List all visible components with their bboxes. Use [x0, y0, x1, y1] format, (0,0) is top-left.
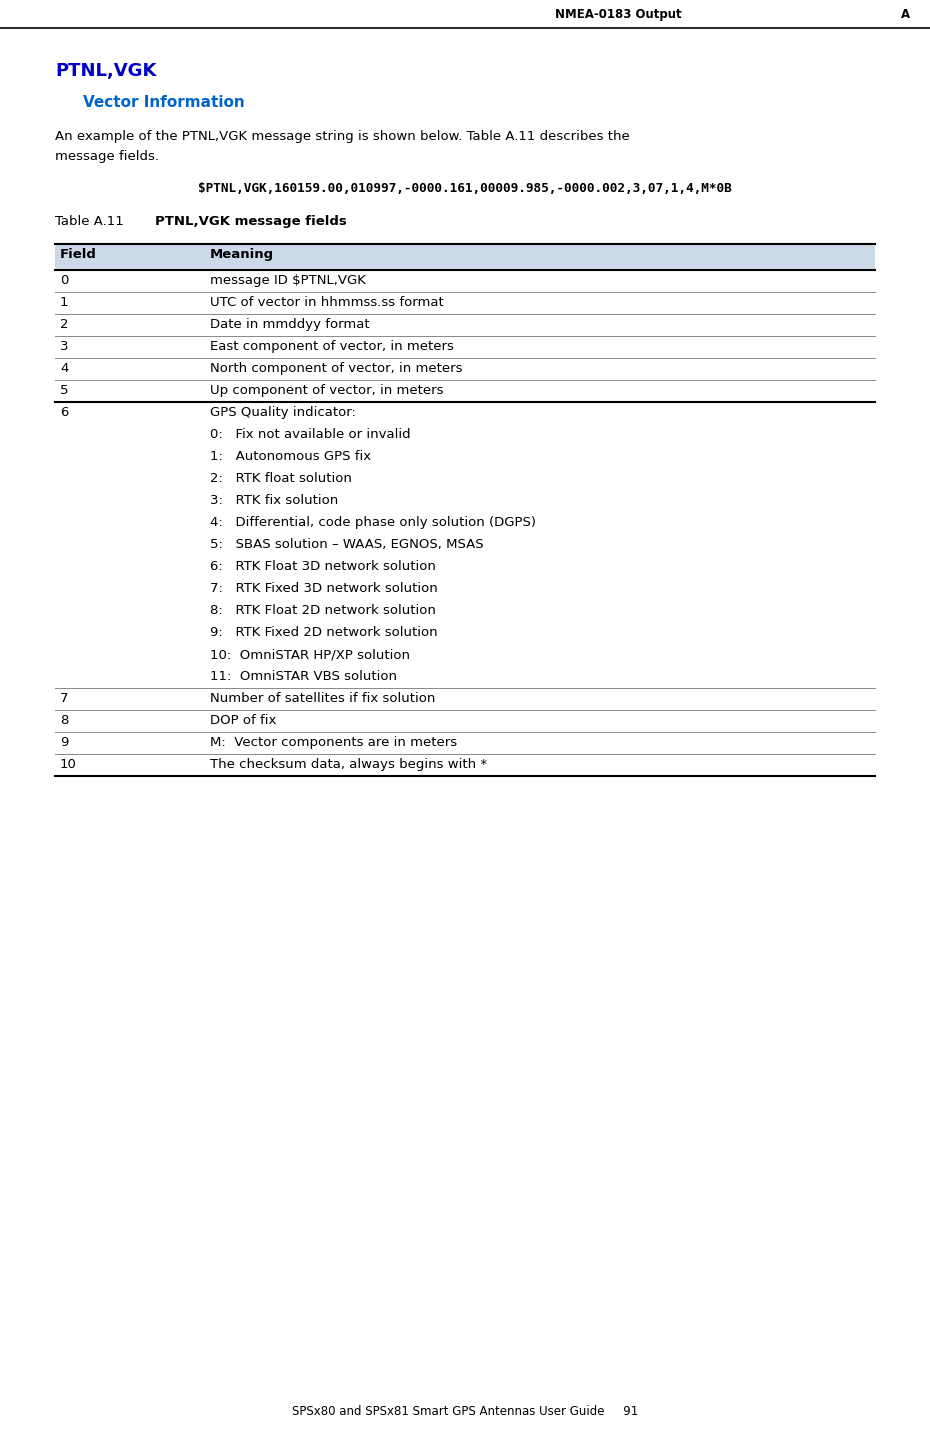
Text: 8:   RTK Float 2D network solution: 8: RTK Float 2D network solution: [210, 603, 436, 616]
Text: 9:   RTK Fixed 2D network solution: 9: RTK Fixed 2D network solution: [210, 626, 438, 639]
Text: 1: 1: [60, 296, 69, 309]
Text: Number of satellites if fix solution: Number of satellites if fix solution: [210, 692, 435, 705]
Text: An example of the PTNL,VGK message string is shown below. Table A.11 describes t: An example of the PTNL,VGK message strin…: [55, 130, 630, 143]
Text: East component of vector, in meters: East component of vector, in meters: [210, 340, 454, 353]
Text: Date in mmddyy format: Date in mmddyy format: [210, 317, 369, 330]
Text: Meaning: Meaning: [210, 247, 274, 262]
Text: Field: Field: [60, 247, 97, 262]
Text: 2:   RTK float solution: 2: RTK float solution: [210, 472, 352, 485]
Text: GPS Quality indicator:: GPS Quality indicator:: [210, 406, 356, 419]
Text: Table A.11: Table A.11: [55, 214, 124, 227]
Text: 0: 0: [60, 275, 69, 287]
Text: 6: 6: [60, 406, 69, 419]
Text: North component of vector, in meters: North component of vector, in meters: [210, 362, 462, 375]
Text: NMEA-0183 Output: NMEA-0183 Output: [555, 7, 682, 20]
Text: 5: 5: [60, 385, 69, 398]
Text: 2: 2: [60, 317, 69, 330]
Text: 8: 8: [60, 714, 69, 726]
Text: Vector Information: Vector Information: [83, 94, 245, 110]
Text: DOP of fix: DOP of fix: [210, 714, 276, 726]
Text: SPSx80 and SPSx81 Smart GPS Antennas User Guide     91: SPSx80 and SPSx81 Smart GPS Antennas Use…: [292, 1406, 638, 1419]
Text: 1:   Autonomous GPS fix: 1: Autonomous GPS fix: [210, 450, 371, 463]
Text: 10: 10: [60, 758, 77, 771]
Text: 11:  OmniSTAR VBS solution: 11: OmniSTAR VBS solution: [210, 671, 397, 684]
Text: 9: 9: [60, 736, 69, 749]
Text: PTNL,VGK message fields: PTNL,VGK message fields: [155, 214, 347, 227]
Text: M:  Vector components are in meters: M: Vector components are in meters: [210, 736, 458, 749]
Text: message ID $PTNL,VGK: message ID $PTNL,VGK: [210, 275, 365, 287]
Text: 3: 3: [60, 340, 69, 353]
Text: 6:   RTK Float 3D network solution: 6: RTK Float 3D network solution: [210, 561, 436, 573]
Text: The checksum data, always begins with *: The checksum data, always begins with *: [210, 758, 487, 771]
Text: A: A: [901, 7, 910, 20]
Text: message fields.: message fields.: [55, 150, 159, 163]
Bar: [55, 245, 875, 270]
Text: 4: 4: [60, 362, 69, 375]
Text: 7: 7: [60, 692, 69, 705]
Text: 5:   SBAS solution – WAAS, EGNOS, MSAS: 5: SBAS solution – WAAS, EGNOS, MSAS: [210, 538, 484, 551]
Text: 10:  OmniSTAR HP/XP solution: 10: OmniSTAR HP/XP solution: [210, 648, 410, 661]
Text: 3:   RTK fix solution: 3: RTK fix solution: [210, 493, 339, 508]
Text: $PTNL,VGK,160159.00,010997,-0000.161,00009.985,-0000.002,3,07,1,4,M*0B: $PTNL,VGK,160159.00,010997,-0000.161,000…: [198, 182, 732, 194]
Text: PTNL,VGK: PTNL,VGK: [55, 61, 156, 80]
Text: UTC of vector in hhmmss.ss format: UTC of vector in hhmmss.ss format: [210, 296, 444, 309]
Text: 7:   RTK Fixed 3D network solution: 7: RTK Fixed 3D network solution: [210, 582, 438, 595]
Text: 4:   Differential, code phase only solution (DGPS): 4: Differential, code phase only solutio…: [210, 516, 536, 529]
Text: Up component of vector, in meters: Up component of vector, in meters: [210, 385, 444, 398]
Text: 0:   Fix not available or invalid: 0: Fix not available or invalid: [210, 428, 411, 440]
